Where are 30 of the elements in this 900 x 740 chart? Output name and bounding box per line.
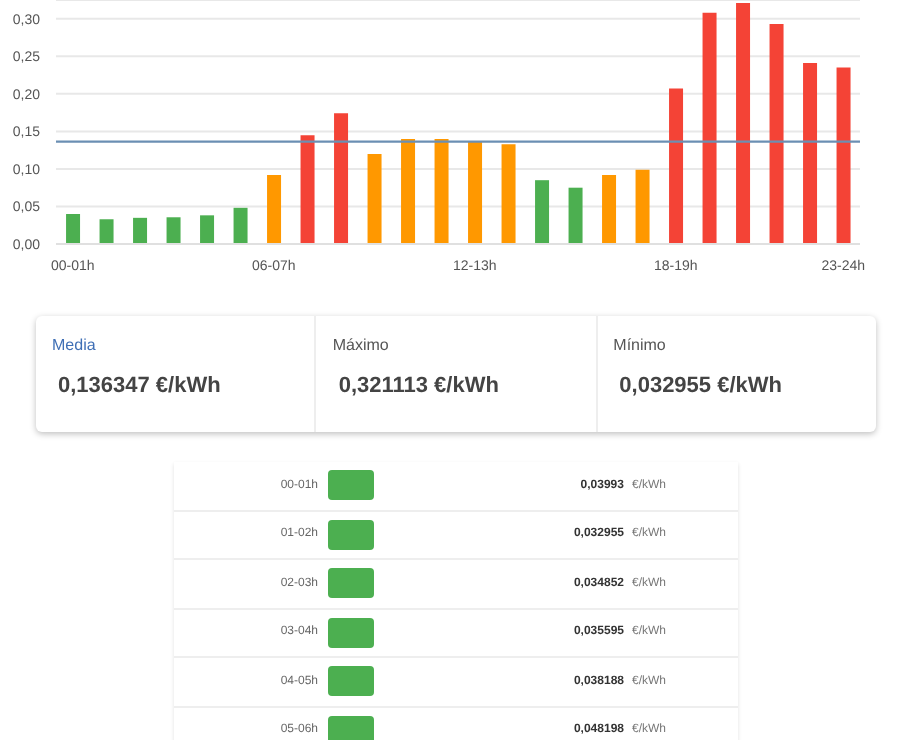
- bar: [99, 219, 114, 244]
- bar: [66, 214, 81, 244]
- bar: [669, 88, 684, 244]
- text: 0,321113 €/kWh: [338, 374, 501, 398]
- text: Media: [52, 336, 98, 354]
- bar: [300, 135, 315, 244]
- bar: [200, 215, 215, 244]
- bar: [635, 169, 650, 244]
- bar: [233, 207, 248, 244]
- bar: [535, 180, 550, 244]
- bar: [501, 144, 516, 244]
- bar: [568, 187, 583, 244]
- bar: [334, 113, 349, 244]
- bar: [769, 24, 784, 244]
- bar: [468, 141, 483, 244]
- bar: [803, 63, 818, 244]
- bar: [267, 174, 282, 244]
- text: 0,136347 €/kWh: [58, 374, 223, 398]
- bar: [367, 153, 382, 244]
- bar: [836, 67, 851, 244]
- bar: [133, 217, 148, 244]
- bar: [702, 12, 717, 244]
- bar: [166, 217, 181, 244]
- text: Máximo: [332, 336, 391, 354]
- bar: [602, 174, 617, 244]
- bar: [401, 138, 416, 244]
- bar: [434, 138, 449, 244]
- text: 0,032955 €/kWh: [619, 374, 784, 398]
- text: Mínimo: [613, 336, 668, 354]
- bar: [736, 2, 751, 244]
